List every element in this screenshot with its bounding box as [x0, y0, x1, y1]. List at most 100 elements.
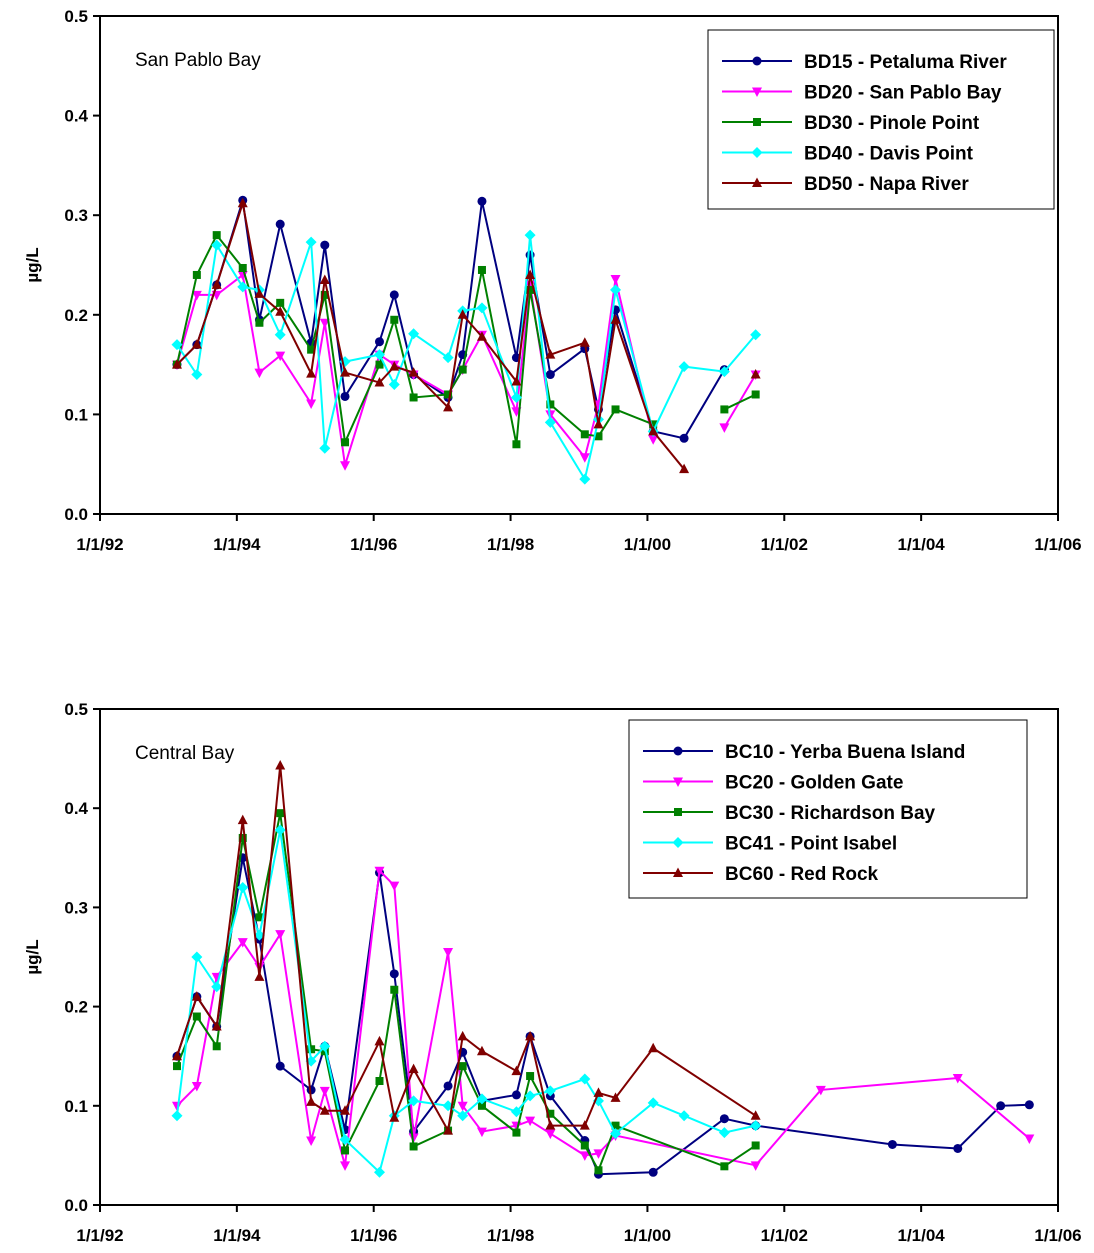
- data-point: [211, 1020, 222, 1031]
- data-point: [373, 1166, 385, 1178]
- data-point: [191, 1081, 202, 1092]
- data-point: [444, 390, 453, 399]
- y-tick-label: 0.4: [64, 799, 88, 818]
- data-point: [340, 367, 351, 377]
- data-point: [319, 318, 330, 329]
- x-tick-label: 1/1/02: [761, 1226, 808, 1245]
- data-point: [409, 393, 418, 402]
- data-point: [512, 1128, 521, 1137]
- data-point: [610, 284, 622, 296]
- data-point: [611, 1121, 620, 1130]
- legend-label: BD40 - Davis Point: [804, 144, 974, 165]
- data-point: [171, 339, 183, 351]
- data-point: [1024, 1134, 1035, 1145]
- y-tick-label: 0.5: [64, 700, 88, 719]
- series-3: [171, 229, 762, 485]
- data-point: [319, 442, 331, 454]
- data-point: [306, 1136, 317, 1147]
- data-point: [319, 274, 330, 284]
- data-point: [718, 366, 730, 378]
- series-line: [176, 233, 654, 446]
- legend-label: BD30 - Pinole Point: [804, 113, 980, 134]
- legend-marker: [674, 808, 682, 816]
- data-point: [476, 1093, 488, 1105]
- legend-marker: [673, 746, 683, 756]
- x-tick-label: 1/1/06: [1034, 535, 1081, 554]
- data-point: [319, 1086, 330, 1097]
- series-2: [172, 231, 760, 449]
- data-point: [305, 236, 317, 248]
- data-point: [390, 985, 399, 994]
- data-point: [718, 1127, 730, 1139]
- data-point: [580, 1141, 589, 1150]
- data-point: [340, 1105, 351, 1115]
- data-point: [389, 969, 399, 979]
- data-point: [720, 1162, 729, 1171]
- data-point: [275, 1061, 285, 1071]
- data-point: [340, 1161, 351, 1171]
- data-point: [457, 1030, 468, 1041]
- x-tick-label: 1/1/02: [761, 535, 808, 554]
- data-point: [525, 1030, 536, 1041]
- data-point: [996, 1101, 1006, 1111]
- data-point: [171, 1110, 183, 1122]
- data-point: [545, 1120, 556, 1130]
- data-point: [191, 369, 203, 381]
- data-point: [544, 1085, 556, 1097]
- legend-label: BD15 - Petaluma River: [804, 52, 1007, 73]
- data-point: [648, 425, 659, 436]
- data-point: [815, 1085, 826, 1096]
- data-point: [408, 1063, 419, 1074]
- data-point: [191, 991, 202, 1001]
- data-point: [648, 1042, 659, 1053]
- region-label: Central Bay: [135, 743, 235, 764]
- data-point: [442, 352, 454, 364]
- data-point: [388, 379, 400, 391]
- data-point: [408, 367, 419, 377]
- data-point: [545, 349, 556, 359]
- data-point: [719, 423, 730, 433]
- data-point: [610, 314, 621, 324]
- y-tick-label: 0.2: [64, 306, 88, 325]
- x-tick-label: 1/1/04: [898, 1226, 946, 1245]
- data-point: [255, 913, 264, 922]
- data-point: [211, 279, 222, 289]
- data-point: [579, 473, 591, 485]
- data-point: [579, 453, 590, 463]
- legend: BD15 - Petaluma River BD20 - San Pablo Ba…: [707, 29, 1055, 210]
- plot-frame: [99, 708, 1059, 1206]
- x-tick-label: 1/1/92: [76, 1226, 123, 1245]
- x-tick-label: 1/1/00: [624, 1226, 671, 1245]
- legend-marker: [753, 118, 761, 126]
- data-point: [511, 1065, 522, 1076]
- data-point: [276, 298, 285, 307]
- data-point: [306, 399, 317, 409]
- data-point: [593, 418, 604, 429]
- data-point: [408, 328, 420, 340]
- data-point: [458, 365, 467, 374]
- data-point: [679, 463, 690, 474]
- data-point: [237, 281, 249, 293]
- y-tick-label: 0.1: [64, 405, 88, 424]
- data-point: [610, 1128, 622, 1140]
- data-point: [192, 270, 201, 279]
- data-point: [476, 1127, 487, 1138]
- data-point: [679, 433, 689, 443]
- data-point: [254, 971, 265, 981]
- data-point: [524, 229, 536, 241]
- data-point: [579, 1151, 590, 1161]
- x-tick-label: 1/1/96: [350, 1226, 397, 1245]
- legend-marker: [752, 177, 762, 187]
- data-point: [750, 1120, 762, 1132]
- data-point: [510, 391, 522, 403]
- data-point: [477, 1101, 486, 1110]
- data-point: [952, 1074, 963, 1084]
- data-point: [374, 1035, 385, 1046]
- data-point: [253, 929, 265, 941]
- data-point: [579, 1120, 590, 1130]
- data-point: [389, 1112, 400, 1122]
- data-point: [546, 400, 555, 409]
- data-point: [171, 1050, 182, 1061]
- data-point: [525, 269, 536, 279]
- series-1: [171, 866, 1035, 1171]
